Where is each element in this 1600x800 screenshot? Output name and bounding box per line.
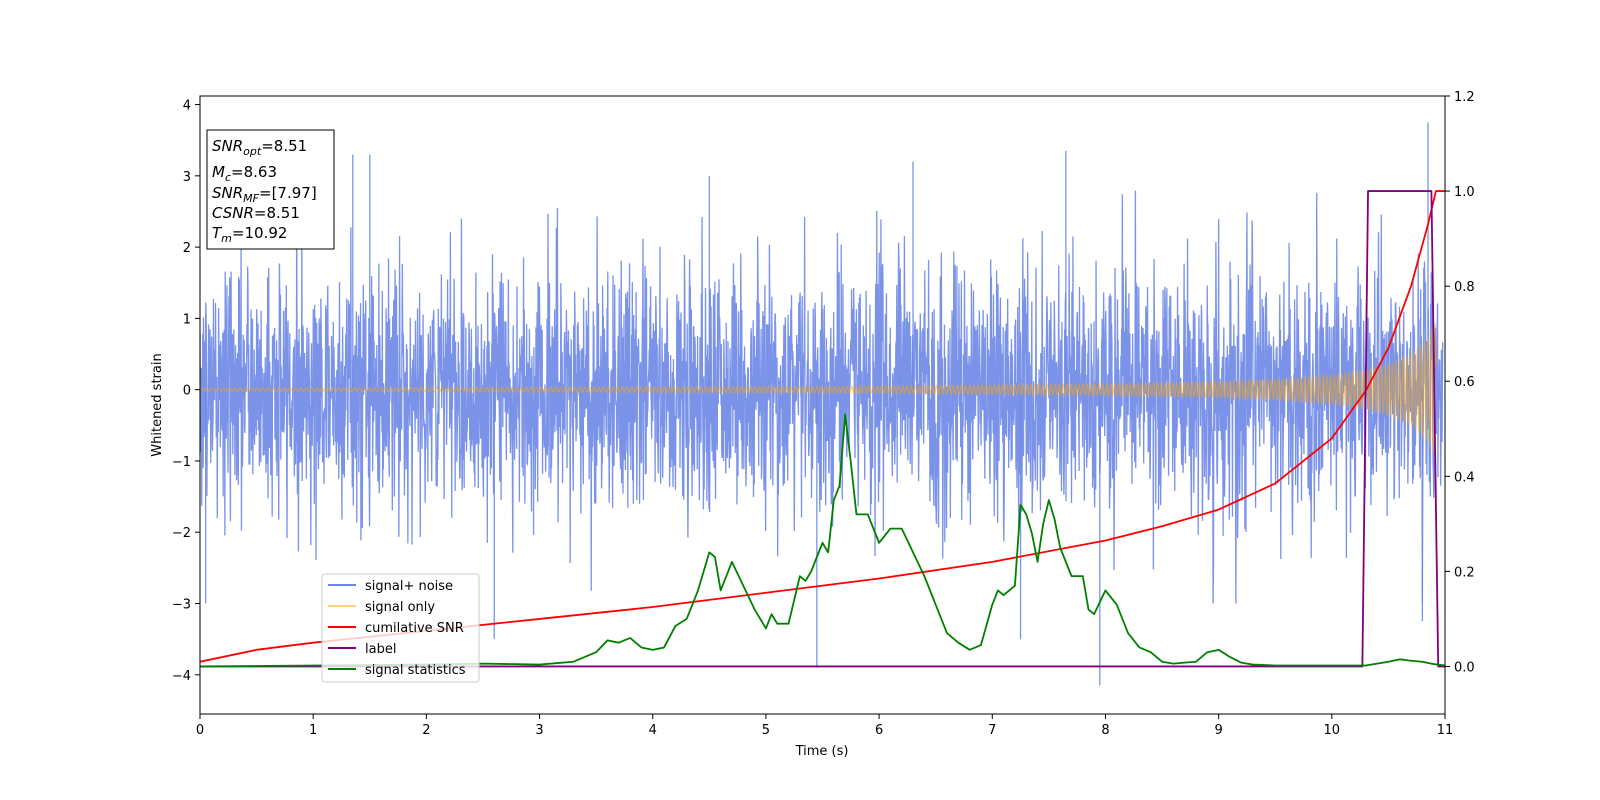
y-tick-label: 2 xyxy=(183,241,191,256)
plot-frame xyxy=(199,95,1446,715)
y2-tick-label: 0.6 xyxy=(1454,375,1475,390)
y-tick-label: −3 xyxy=(172,598,191,613)
y-tick-label: −1 xyxy=(172,455,191,470)
series-signal-noise xyxy=(200,190,1444,604)
legend-item-signal-statistics: signal statistics xyxy=(328,663,466,678)
x-tick-label: 0 xyxy=(196,723,204,738)
x-tick-label: 3 xyxy=(535,723,543,738)
annotation-box: SNRopt=8.51 Mc=8.63 SNRMF=[7.97] CSNR=8.… xyxy=(206,129,335,250)
legend: signal+ noise signal only cumilative SNR… xyxy=(321,573,480,683)
x-tick-label: 1 xyxy=(309,723,317,738)
x-axis-label: Time (s) xyxy=(795,744,849,759)
legend-label-signal-noise: signal+ noise xyxy=(365,579,453,594)
x-tick-label: 8 xyxy=(1101,723,1109,738)
legend-label-signal-only: signal only xyxy=(365,600,435,615)
x-tick-label: 4 xyxy=(649,723,657,738)
legend-item-signal-noise: signal+ noise xyxy=(328,579,453,594)
y-tick-label: −4 xyxy=(172,669,191,684)
x-tick-label: 7 xyxy=(988,723,996,738)
y-axis-label: Whitened strain xyxy=(150,353,165,456)
annotation-tm: Tm=10.92 xyxy=(212,224,287,245)
annotation-csnr: CSNR=8.51 xyxy=(212,204,300,222)
legend-frame xyxy=(321,573,480,683)
legend-item-label: label xyxy=(328,642,396,657)
x-tick-label: 11 xyxy=(1437,723,1454,738)
legend-label-signal-statistics: signal statistics xyxy=(365,663,466,678)
y2-tick-label: 1.0 xyxy=(1454,185,1475,200)
x-tick-label: 6 xyxy=(875,723,883,738)
y2-tick-label: 0.0 xyxy=(1454,660,1475,675)
annotation-snr-opt: SNRopt=8.51 xyxy=(212,137,307,158)
legend-item-cumulative-snr: cumilative SNR xyxy=(328,621,464,636)
y2-tick-label: 0.2 xyxy=(1454,565,1475,580)
legend-label-label: label xyxy=(365,642,396,657)
axes-layer: 0 1 2 3 4 5 6 7 8 9 10 1143210−1−2−3−40.00.20.40.60… xyxy=(172,90,1475,738)
y2-tick-label: 0.8 xyxy=(1454,280,1475,295)
x-tick-label: 2 xyxy=(422,723,430,738)
y2-tick-label: 0.4 xyxy=(1454,470,1475,485)
y-tick-label: 4 xyxy=(183,99,191,114)
legend-label-cumulative-snr: cumilative SNR xyxy=(365,621,464,636)
x-tick-label: 10 xyxy=(1324,723,1341,738)
y-tick-label: 0 xyxy=(183,384,191,399)
series-label xyxy=(200,190,1445,668)
annotation-frame xyxy=(206,129,335,250)
y-tick-label: −2 xyxy=(172,526,191,541)
series-signal-only xyxy=(200,323,1437,453)
y-tick-label: 3 xyxy=(183,170,191,185)
y2-tick-label: 1.2 xyxy=(1454,90,1475,105)
annotation-mc: Mc=8.63 xyxy=(212,163,277,184)
annotation-snr-mf: SNRMF=[7.97] xyxy=(212,184,317,205)
x-tick-label: 5 xyxy=(762,723,770,738)
series-signal-statistics xyxy=(200,413,1445,668)
legend-item-signal-only: signal only xyxy=(328,600,435,615)
y-tick-label: 1 xyxy=(183,312,191,327)
x-tick-label: 9 xyxy=(1214,723,1222,738)
